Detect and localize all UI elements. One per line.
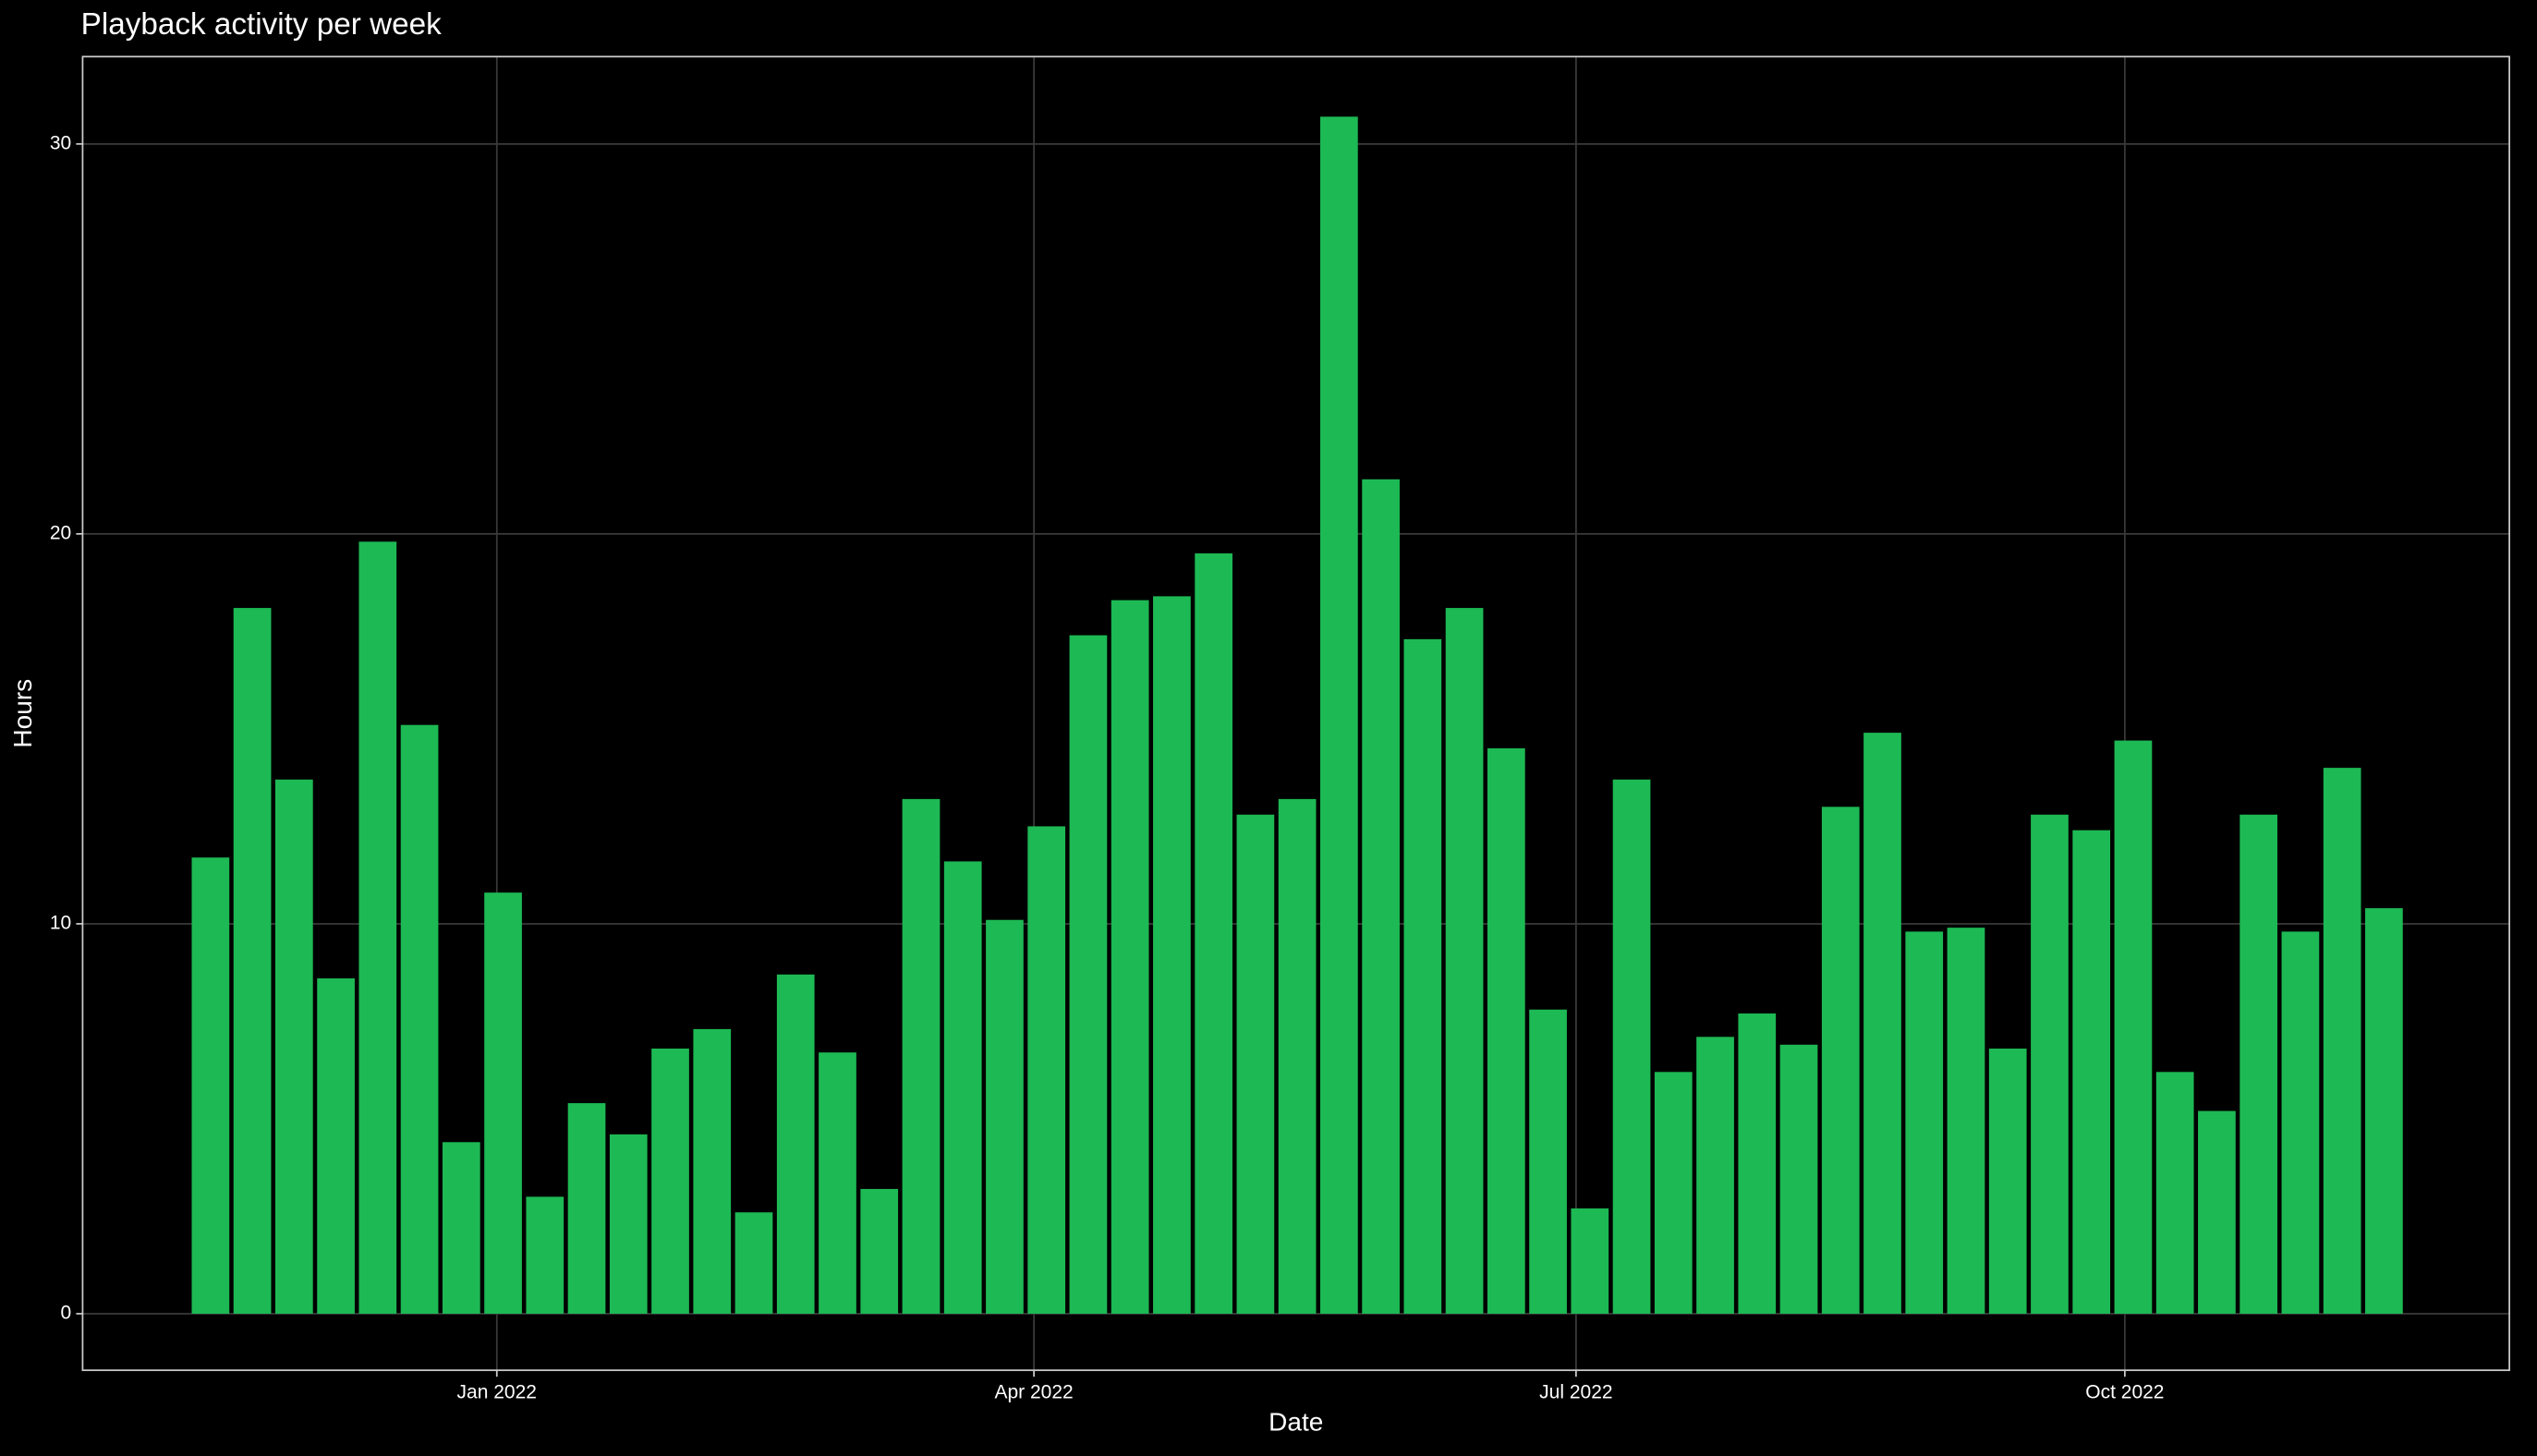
bar <box>1779 1044 1818 1314</box>
bar <box>819 1052 856 1314</box>
bar <box>2323 768 2361 1314</box>
bar <box>651 1048 689 1314</box>
bar <box>1403 638 1442 1314</box>
bar <box>986 919 1024 1314</box>
bar <box>233 608 272 1314</box>
bar <box>1236 814 1275 1314</box>
y-tick-label: 10 <box>50 912 71 933</box>
bar <box>1529 1009 1567 1314</box>
bar <box>317 978 355 1314</box>
y-tick-label: 0 <box>60 1303 71 1324</box>
bar <box>2240 814 2278 1314</box>
bar <box>1696 1037 1734 1314</box>
bar <box>2198 1110 2236 1314</box>
bar <box>526 1196 564 1314</box>
bar <box>1445 608 1484 1314</box>
bar <box>2114 740 2153 1314</box>
bar <box>1988 1048 2027 1314</box>
bar <box>1111 600 1149 1314</box>
bar <box>1278 798 1317 1314</box>
bar <box>567 1103 606 1314</box>
bar <box>1195 552 1233 1314</box>
bar <box>358 541 397 1314</box>
x-axis-title: Date <box>1268 1407 1323 1436</box>
bar <box>609 1134 648 1314</box>
x-tick-label: Jul 2022 <box>1539 1381 1612 1402</box>
x-tick-label: Jan 2022 <box>457 1381 537 1402</box>
bar <box>943 861 982 1314</box>
y-tick-label: 30 <box>50 132 71 153</box>
y-tick-label: 20 <box>50 522 71 543</box>
bar <box>191 857 230 1314</box>
bar <box>1320 116 1358 1314</box>
bar <box>274 779 313 1314</box>
bar <box>400 724 439 1314</box>
bar <box>1027 826 1066 1314</box>
chart-title: Playback activity per week <box>81 7 442 42</box>
bar <box>1863 733 1901 1314</box>
bar <box>2365 908 2403 1314</box>
bar <box>442 1142 480 1314</box>
bar <box>1905 931 1944 1314</box>
bar <box>1947 928 1985 1314</box>
bar <box>1069 635 1108 1314</box>
bar <box>1612 779 1651 1314</box>
x-tick-label: Apr 2022 <box>994 1381 1073 1402</box>
bar <box>2155 1072 2194 1314</box>
bar <box>1362 479 1400 1314</box>
x-tick-label: Oct 2022 <box>2085 1381 2164 1402</box>
y-axis-title: Hours <box>8 679 37 748</box>
bar <box>776 974 815 1314</box>
bar <box>1153 596 1191 1314</box>
bar <box>484 892 522 1314</box>
bar <box>1738 1013 1777 1314</box>
bar <box>860 1188 899 1314</box>
bar <box>1571 1208 1609 1314</box>
bar <box>1654 1072 1693 1314</box>
bar <box>902 798 941 1314</box>
bar <box>1821 807 1860 1314</box>
bar <box>734 1212 773 1314</box>
bar <box>2281 931 2320 1314</box>
plot-border <box>81 55 2510 1372</box>
bar <box>2072 830 2111 1314</box>
bar <box>693 1028 732 1314</box>
bar <box>2031 814 2069 1314</box>
bar <box>1487 748 1525 1314</box>
